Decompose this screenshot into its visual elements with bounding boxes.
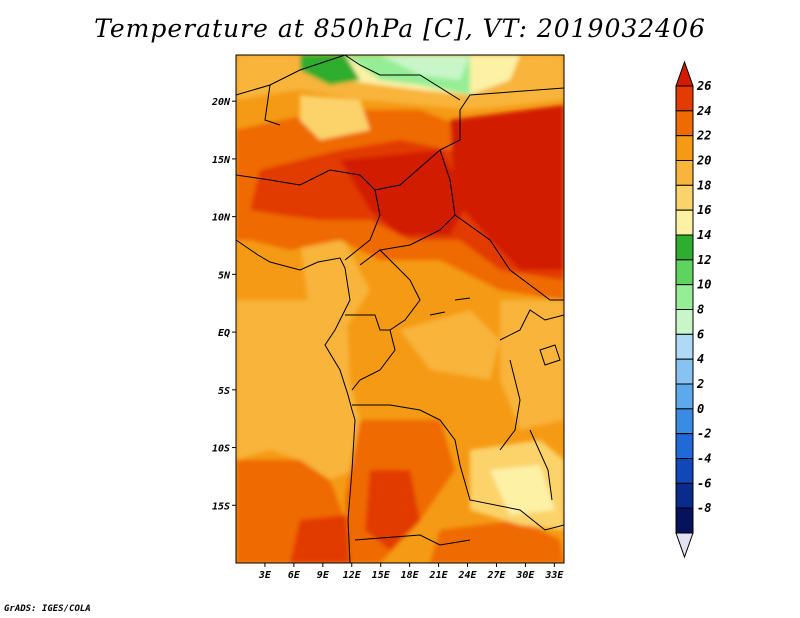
region-chad-26plus — [340, 150, 470, 235]
colorbar-level-label: 6 — [697, 327, 704, 341]
colorbar-level-label: 22 — [696, 129, 711, 143]
lat-tick-label: 15N — [212, 155, 231, 166]
colorbar-bottom-triangle — [675, 532, 694, 559]
region-south-22-24 — [430, 520, 564, 563]
lake-shoreline-2 — [454, 297, 471, 301]
colorbar-box — [675, 358, 694, 385]
lon-tick-label: 6E — [288, 570, 301, 581]
colorbar-box — [675, 383, 694, 410]
lake-malawi-border — [529, 429, 553, 501]
lon-tick-label: 3E — [258, 570, 272, 581]
colorbar-box — [675, 110, 694, 137]
colorbar-level-label: -8 — [697, 501, 711, 515]
colorbar-box — [675, 184, 694, 211]
region-sudan-26plus — [450, 105, 564, 270]
colorbar-level-label: -4 — [697, 452, 711, 466]
region-central-west-18-20 — [300, 232, 370, 330]
colorbar-box — [675, 284, 694, 310]
colorbar-box — [675, 507, 694, 534]
colorbar-box — [675, 209, 694, 236]
colorbar-level-label: 12 — [697, 253, 711, 267]
east-africa-border — [499, 309, 565, 341]
colorbar-level-label: 16 — [697, 203, 711, 217]
region-north-6-8 — [380, 55, 470, 80]
longitude-ticks: 3E 6E 9E 12E 15E 18E 21E 24E 27E 30E 33E — [258, 563, 564, 581]
lon-tick-label: 12E — [343, 570, 362, 581]
colorbar-level-label: 2 — [696, 377, 704, 391]
colorbar-level-label: 18 — [697, 178, 711, 192]
region-sahara-16-18 — [300, 95, 370, 140]
colorbar-level-label: 0 — [697, 402, 704, 416]
region-congo-18-20 — [400, 310, 500, 380]
lat-tick-label: 20N — [211, 97, 231, 108]
colorbar-box — [675, 408, 694, 435]
latitude-ticks: 20N 15N 10N 5N EQ 5S 10S 15S — [211, 97, 236, 512]
libya-border — [344, 54, 461, 101]
lon-tick-label: 21E — [429, 570, 449, 581]
chad-sudan-border — [374, 87, 565, 191]
colorbar-level-label: 26 — [696, 79, 711, 93]
colorbar-box — [675, 333, 694, 360]
south-sudan-border — [454, 214, 564, 301]
lat-tick-label: 10N — [212, 213, 231, 224]
lon-tick-label: 24E — [457, 570, 477, 581]
lon-tick-label: 18E — [401, 570, 420, 581]
lat-tick-label: 15S — [212, 501, 230, 512]
lon-tick-label: 33E — [544, 570, 564, 581]
colorbar-level-label: 4 — [697, 352, 704, 366]
colorbar-box — [675, 458, 694, 484]
colorbar-level-label: -6 — [697, 476, 711, 490]
colorbar-level-label: 8 — [697, 303, 704, 317]
west-coastline — [235, 239, 356, 421]
lon-tick-label: 27E — [486, 570, 506, 581]
country-borders — [235, 54, 565, 564]
zambia-border — [459, 464, 565, 531]
grads-credit: GrADS: IGES/COLA — [4, 604, 91, 614]
map-frame — [235, 54, 565, 564]
temperature-field — [236, 55, 564, 563]
colorbar-top-triangle — [675, 60, 694, 87]
colorbar-box — [675, 309, 694, 335]
colorbar-box — [675, 482, 694, 509]
lon-tick-label: 15E — [372, 570, 391, 581]
colorbar-level-label: -2 — [697, 427, 711, 441]
lat-tick-label: 5S — [218, 386, 230, 397]
chart-title: Temperature at 850hPa [C], VT: 201903240… — [94, 14, 706, 43]
region-southeast-14-16 — [490, 465, 555, 515]
lon-tick-label: 9E — [317, 570, 330, 581]
region-southwest-24-26 — [290, 515, 360, 563]
niger-nigeria-border — [235, 169, 381, 261]
lake-tanganyika-border — [499, 359, 521, 451]
colorbar-box — [675, 234, 694, 261]
lat-tick-label: 10S — [212, 444, 230, 455]
namibia-border — [354, 534, 471, 546]
region-atlantic-18-20 — [236, 300, 360, 480]
colorbar-level-label: 10 — [697, 278, 711, 292]
colorbar-box — [675, 433, 694, 459]
mali-border — [264, 84, 281, 126]
lon-tick-label: 30E — [515, 570, 535, 581]
region-angola-24-26 — [365, 470, 420, 550]
lake-victoria — [539, 344, 561, 366]
gabon-border — [345, 314, 396, 391]
southwest-coastline — [347, 419, 356, 564]
lat-tick-label: 5N — [218, 270, 231, 281]
algeria-border — [235, 54, 346, 96]
colorbar-level-label: 14 — [697, 228, 711, 242]
lake-shoreline — [429, 311, 446, 316]
colorbar-box — [675, 160, 694, 186]
colorbar-box — [675, 85, 694, 112]
colorbar-box — [675, 135, 694, 162]
colorbar-level-label: 24 — [696, 104, 711, 118]
drc-angola-border — [352, 404, 461, 466]
colorbar-level-label: 20 — [696, 154, 711, 168]
colorbar-box — [675, 259, 694, 286]
congo-border — [379, 249, 421, 331]
region-north-12-14 — [300, 55, 360, 85]
lat-tick-label: EQ — [218, 328, 230, 339]
